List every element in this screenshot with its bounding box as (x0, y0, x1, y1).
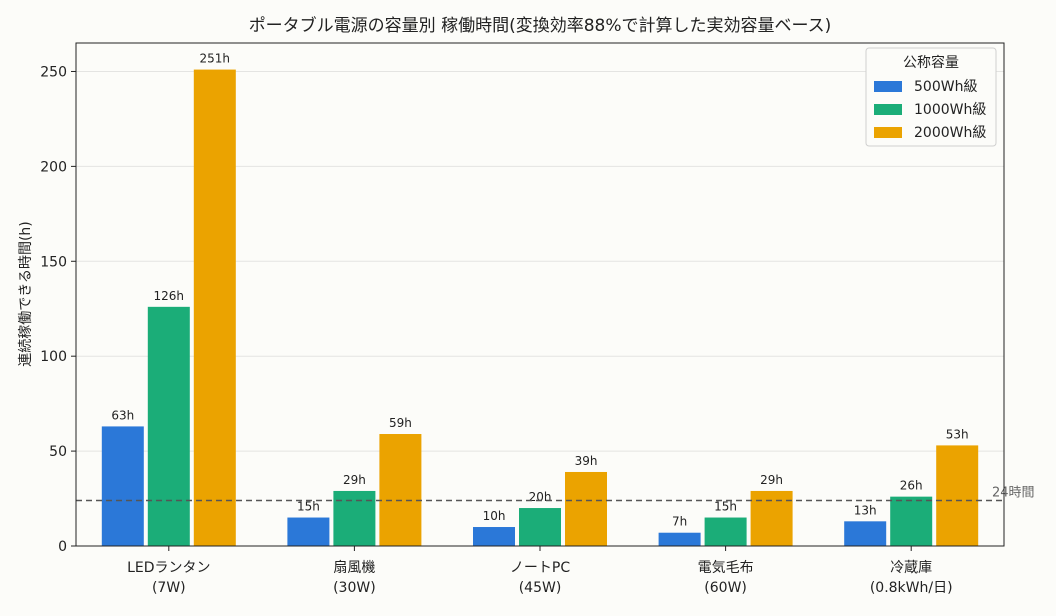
bar-value-label: 26h (900, 479, 923, 493)
bar-value-label: 15h (297, 500, 320, 514)
bar-value-label: 29h (343, 473, 366, 487)
bar-value-label: 63h (111, 408, 134, 422)
bar-value-label: 53h (946, 427, 969, 441)
bar-value-label: 10h (483, 509, 506, 523)
y-tick-label: 100 (40, 349, 67, 365)
bar-1-1 (101, 426, 144, 546)
bar-value-label: 29h (760, 473, 783, 487)
bar-3-1 (193, 69, 236, 547)
legend-swatch (874, 81, 902, 92)
bar-3-2 (379, 434, 422, 546)
bar-3-3 (565, 471, 607, 546)
y-tick-label: 200 (40, 159, 67, 175)
bar-1-5 (844, 521, 887, 546)
bars-layer: 63h 126h 251h 15h 29h 59h 10h 20h 39h 7h 15h 29h 13h… (101, 52, 979, 547)
legend-swatch (874, 104, 902, 115)
x-tick-label: ノートPC (45W) (510, 560, 570, 596)
bar-2-5 (890, 496, 933, 546)
bar-value-label: 251h (200, 52, 231, 66)
legend: 公称容量 500Wh級 1000Wh級 2000Wh級 (865, 47, 997, 147)
legend-label: 500Wh級 (914, 79, 977, 95)
bar-1-4 (658, 532, 701, 546)
legend-label: 2000Wh級 (914, 125, 986, 141)
bar-3-4 (750, 490, 793, 546)
x-tick-label: 扇風機(30W) (333, 560, 376, 596)
plot-frame (75, 42, 1005, 547)
bar-value-label: 20h (529, 490, 552, 504)
y-tick-label: 0 (58, 539, 67, 555)
legend-label: 1000Wh級 (914, 102, 986, 118)
legend-title: 公称容量 (903, 54, 959, 71)
bar-1-2 (287, 517, 330, 546)
bar-2-2 (333, 490, 376, 546)
bar-1-3 (473, 527, 515, 546)
bar-3-5 (936, 445, 979, 546)
y-axis-label: 連続稼働できる時間(h) (17, 221, 34, 367)
x-tick-label: 冷蔵庫(0.8kWh/日) (870, 559, 953, 596)
reference-line-layer: 24時間 (76, 485, 1035, 502)
bar-value-label: 13h (854, 503, 877, 517)
legend-box (865, 47, 997, 147)
axes-layer: 0 50 100 150 200 250 LEDランタン(7W) 扇風機(30W) ノートPC(… (40, 42, 1005, 596)
x-tick-label: 電気毛布(60W) (698, 560, 754, 596)
reference-line-label: 24時間 (992, 485, 1035, 500)
bar-2-1 (147, 306, 190, 546)
bar-2-4 (704, 517, 747, 546)
x-tick-label: LEDランタン(7W) (127, 560, 210, 596)
chart-title: ポータブル電源の容量別 稼働時間(変換効率88%で計算した実効容量ベース) (249, 15, 832, 36)
bar-value-label: 126h (154, 289, 185, 303)
y-tick-label: 250 (40, 64, 67, 80)
bar-value-label: 39h (575, 454, 598, 468)
y-tick-label: 50 (49, 444, 67, 460)
bar-value-label: 15h (714, 500, 737, 514)
bar-2-3 (519, 508, 561, 546)
bar-value-label: 7h (672, 515, 687, 529)
y-tick-label: 150 (40, 254, 67, 270)
bar-value-label: 59h (389, 416, 412, 430)
legend-swatch (874, 127, 902, 138)
